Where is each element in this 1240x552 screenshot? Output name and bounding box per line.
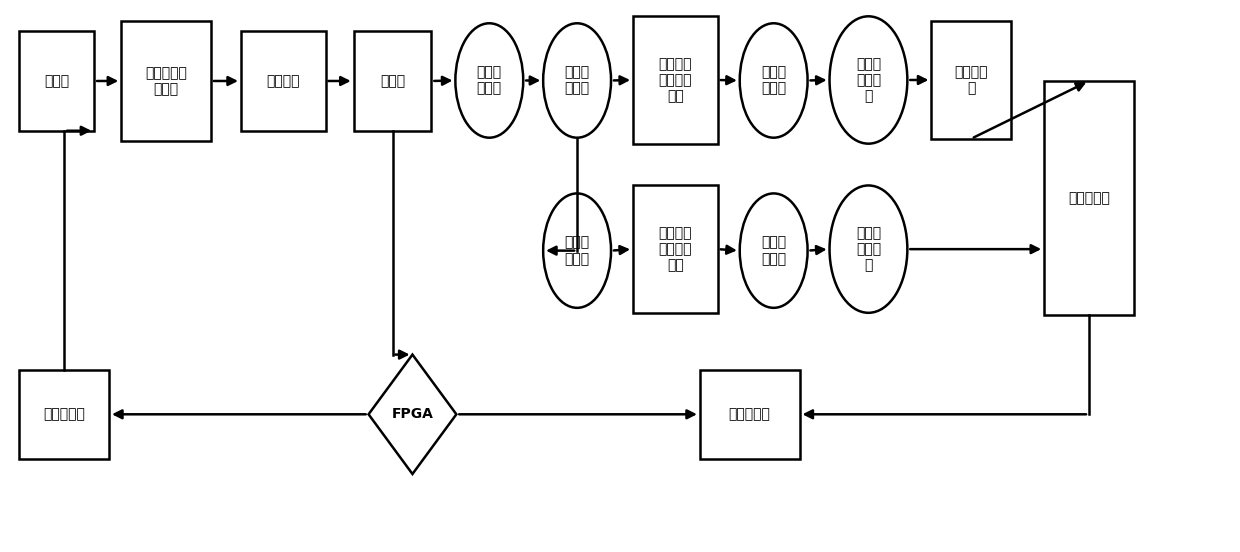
- Text: FPGA: FPGA: [392, 407, 434, 421]
- Ellipse shape: [740, 193, 807, 308]
- Text: 第一光
耦合器: 第一光 耦合器: [476, 65, 502, 95]
- Bar: [632, 185, 718, 313]
- Ellipse shape: [543, 193, 611, 308]
- Bar: [20, 31, 94, 131]
- Text: 外部半导体
激光器: 外部半导体 激光器: [145, 66, 187, 96]
- Text: 光谱分析仪: 光谱分析仪: [1068, 191, 1110, 205]
- Ellipse shape: [543, 23, 611, 137]
- Bar: [1044, 81, 1133, 315]
- Bar: [241, 31, 326, 131]
- Text: 第二光
耦合器: 第二光 耦合器: [564, 65, 590, 95]
- Text: 第一马赫
曾德尔干
涉仪: 第一马赫 曾德尔干 涉仪: [658, 57, 692, 103]
- Text: 高通滤波
器: 高通滤波 器: [955, 65, 988, 95]
- Bar: [632, 17, 718, 144]
- Text: 高压放大器: 高压放大器: [43, 407, 86, 421]
- Bar: [20, 369, 109, 459]
- Bar: [699, 369, 800, 459]
- Bar: [931, 22, 1011, 139]
- Text: 第一光
电探测
器: 第一光 电探测 器: [856, 57, 880, 103]
- Text: 第二马赫
曾德尔干
涉仪: 第二马赫 曾德尔干 涉仪: [658, 226, 692, 272]
- Text: 光隔离器: 光隔离器: [267, 74, 300, 88]
- Ellipse shape: [455, 23, 523, 137]
- Polygon shape: [368, 354, 456, 474]
- Text: 驱动器: 驱动器: [45, 74, 69, 88]
- Text: 第四光
耦合器: 第四光 耦合器: [761, 65, 786, 95]
- Text: 模数转换器: 模数转换器: [729, 407, 770, 421]
- Ellipse shape: [830, 17, 908, 144]
- Text: 第五光
耦合器: 第五光 耦合器: [761, 236, 786, 266]
- Text: 第三光
耦合器: 第三光 耦合器: [564, 236, 590, 266]
- Text: 关开关: 关开关: [379, 74, 405, 88]
- Ellipse shape: [830, 185, 908, 313]
- Ellipse shape: [740, 23, 807, 137]
- Bar: [353, 31, 432, 131]
- Text: 第二光
电探测
器: 第二光 电探测 器: [856, 226, 880, 272]
- Bar: [122, 22, 211, 141]
